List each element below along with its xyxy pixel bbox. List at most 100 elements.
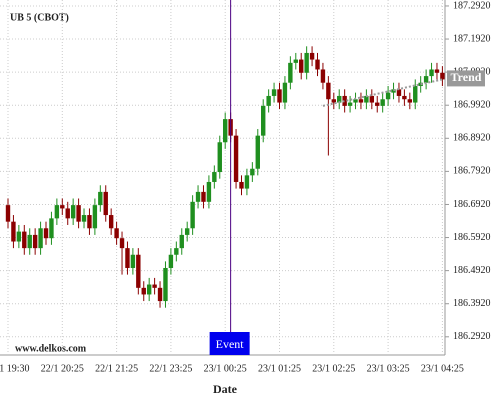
- candle-body: [299, 59, 304, 73]
- x-tick-label: 23/1 03:25: [367, 363, 410, 374]
- candle-body: [380, 99, 385, 106]
- candle-body: [331, 99, 336, 103]
- candle-body: [337, 95, 342, 103]
- candle-body: [92, 205, 98, 229]
- candle-body: [87, 215, 92, 229]
- candle-body: [304, 52, 309, 73]
- candle-body: [440, 72, 445, 80]
- candle-body: [364, 95, 369, 103]
- candle-body: [358, 99, 364, 103]
- x-tick-label: 21/1 19:30: [0, 363, 30, 374]
- candle-body: [119, 238, 125, 249]
- trend-label: Trend: [451, 70, 482, 84]
- candle-body: [375, 102, 380, 106]
- candle-body: [250, 168, 255, 176]
- y-tick-label: 186.7920: [453, 166, 491, 177]
- x-tick-label: 23/1 04:25: [421, 363, 464, 374]
- trend-line: [322, 78, 443, 107]
- watermark: www.delkos.com: [15, 343, 87, 354]
- candle-body: [22, 231, 27, 249]
- candle-body: [315, 59, 320, 70]
- trend-label-box: [447, 70, 485, 87]
- candle-body: [266, 95, 271, 106]
- candle-body: [326, 82, 331, 100]
- candle-body: [168, 254, 174, 268]
- candle-body: [98, 191, 103, 206]
- candle-body: [157, 287, 163, 302]
- candle-body: [70, 205, 76, 219]
- candle-body: [38, 228, 43, 249]
- x-tick-label: 23/1 02:25: [312, 363, 355, 374]
- y-tick-label: 186.9920: [453, 100, 491, 111]
- candle-body: [16, 231, 22, 242]
- candle-body: [261, 105, 266, 136]
- candle-body: [244, 175, 250, 189]
- y-tick-label: 186.8920: [453, 133, 491, 144]
- candle-body: [43, 228, 49, 239]
- candle-body: [114, 228, 119, 239]
- candle-body: [206, 181, 212, 202]
- candle-body: [407, 99, 413, 103]
- y-tick-label: 186.3920: [453, 298, 491, 309]
- candle-body: [179, 234, 184, 249]
- candle-body: [201, 191, 206, 202]
- x-tick-label: 23/1 01:25: [258, 363, 301, 374]
- candle-body: [125, 248, 130, 268]
- y-tick-label: 186.5920: [453, 232, 491, 243]
- candle-body: [288, 62, 293, 83]
- candle-body: [271, 89, 277, 96]
- candle-body: [282, 82, 288, 103]
- candle-body: [184, 228, 190, 235]
- candle-body: [49, 218, 54, 239]
- y-tick-label: 187.1920: [453, 33, 491, 44]
- candle-body: [255, 135, 260, 169]
- candle-body: [76, 205, 81, 222]
- candle-body: [195, 191, 201, 202]
- candle-body: [239, 181, 244, 189]
- candle-body: [54, 205, 60, 219]
- candle-body: [141, 287, 146, 295]
- y-tick-label: 187.2920: [453, 0, 491, 11]
- candle-body: [434, 69, 440, 73]
- candle-body: [402, 95, 407, 100]
- candle-body: [5, 205, 11, 222]
- candle-body: [429, 69, 434, 77]
- candle-body: [136, 254, 141, 288]
- candle-body: [342, 95, 347, 106]
- candle-body: [293, 59, 298, 63]
- candle-body: [130, 254, 136, 268]
- candle-body: [233, 135, 239, 182]
- candle-body: [369, 95, 375, 103]
- y-tick-label: 186.4920: [453, 265, 491, 276]
- x-tick-label: 22/1 21:25: [95, 363, 138, 374]
- candle-body: [353, 99, 358, 103]
- candle-body: [152, 284, 157, 288]
- candle-body: [190, 201, 195, 229]
- y-tick-label: 186.2920: [453, 331, 491, 342]
- candle-body: [309, 52, 315, 60]
- candle-body: [217, 142, 222, 173]
- candle-body: [385, 92, 391, 100]
- y-tick-label: 186.6920: [453, 199, 491, 210]
- candle-body: [212, 172, 217, 182]
- candle-body: [65, 208, 70, 219]
- candle-body: [32, 234, 38, 249]
- candle-body: [146, 284, 152, 295]
- candle-body: [347, 102, 353, 106]
- candle-body: [108, 215, 114, 229]
- candle-body: [413, 86, 418, 103]
- candle-body: [81, 215, 87, 222]
- chart-title: UB 5 (CBOT): [10, 12, 69, 23]
- x-tick-label: 22/1 23:25: [149, 363, 192, 374]
- candle-body: [103, 191, 108, 216]
- event-box: [209, 332, 250, 355]
- event-label: Event: [216, 337, 245, 351]
- x-axis-title: Date: [213, 382, 238, 396]
- candle-body: [27, 234, 32, 249]
- x-tick-label: 23/1 00:25: [204, 363, 247, 374]
- candle-body: [163, 267, 168, 302]
- candle-body: [320, 69, 326, 83]
- candle-body: [396, 89, 402, 96]
